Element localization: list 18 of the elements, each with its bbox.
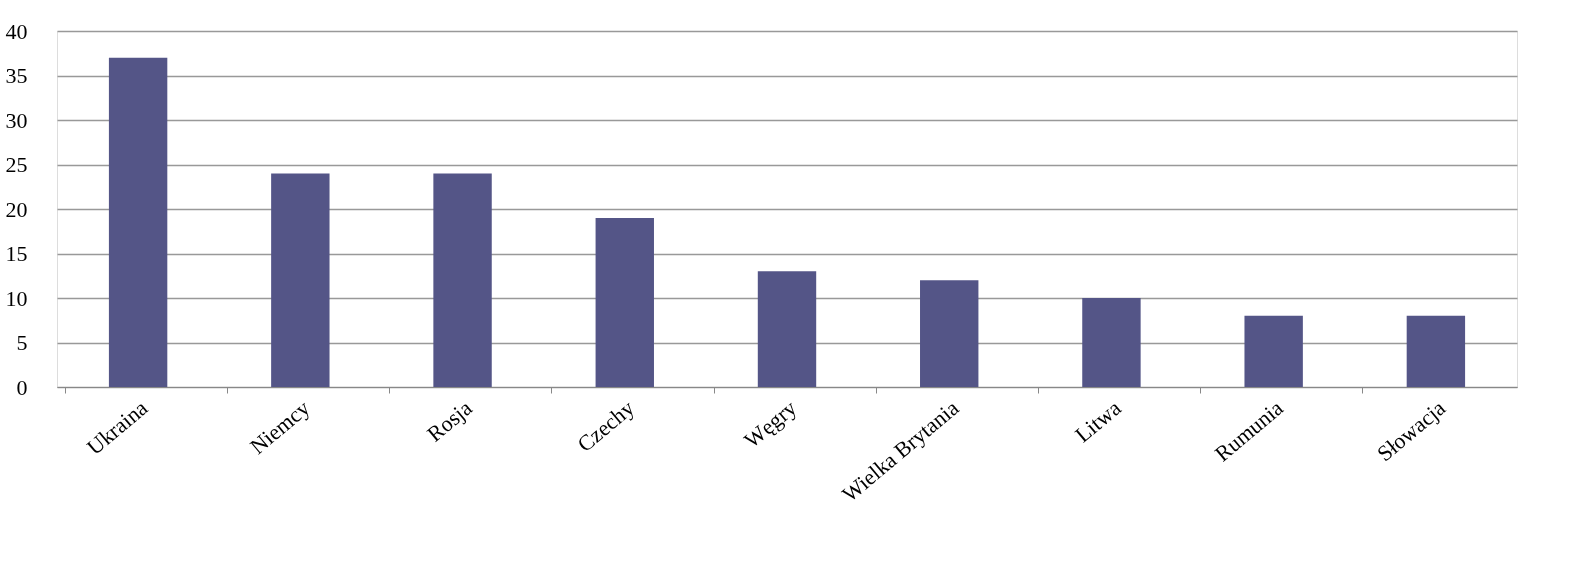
- y-tick-label: 30: [5, 107, 28, 133]
- bar: [920, 280, 979, 387]
- bar: [595, 217, 654, 387]
- y-tick-label: 40: [5, 18, 28, 44]
- y-tick-label: 15: [5, 241, 28, 266]
- bar: [757, 271, 817, 387]
- y-tick-label: 25: [5, 152, 28, 177]
- bar: [1244, 315, 1303, 387]
- y-tick-label: 0: [16, 374, 28, 400]
- bar: [433, 173, 492, 387]
- bar: [1406, 315, 1466, 387]
- y-tick-label: 10: [5, 285, 28, 311]
- y-tick-label: 35: [5, 63, 28, 88]
- bar: [108, 57, 168, 387]
- y-tick-label: 20: [5, 196, 28, 222]
- bar: [271, 173, 330, 387]
- y-tick-label: 5: [16, 330, 28, 355]
- bar: [1082, 298, 1141, 387]
